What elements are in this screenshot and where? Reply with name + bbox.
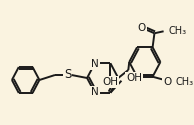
- Text: O: O: [138, 23, 146, 33]
- Text: O: O: [163, 77, 171, 87]
- Text: S: S: [64, 68, 72, 82]
- Text: N: N: [91, 87, 99, 97]
- Text: CH₃: CH₃: [176, 77, 194, 87]
- Text: OH: OH: [102, 77, 119, 87]
- Text: CH₃: CH₃: [168, 26, 186, 36]
- Text: OH: OH: [126, 73, 142, 83]
- Text: N: N: [91, 59, 99, 69]
